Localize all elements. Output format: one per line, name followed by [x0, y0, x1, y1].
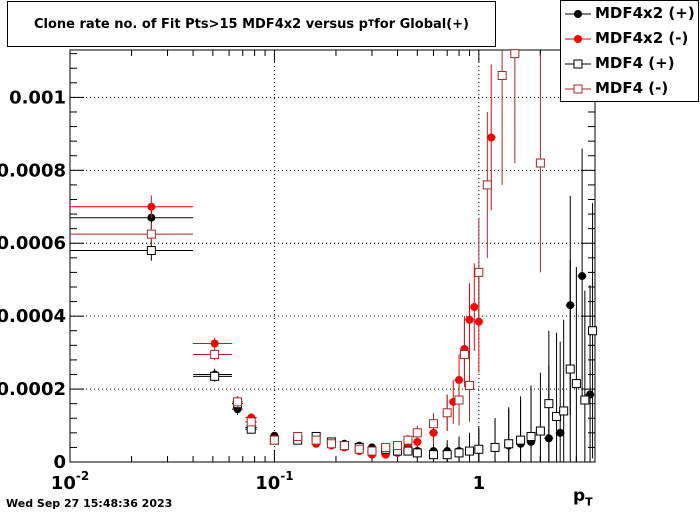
legend-marker-open-square-black [565, 59, 591, 69]
data-point [464, 446, 474, 456]
data-point [147, 202, 156, 211]
legend-label: MDF4x2 (-) [595, 29, 689, 47]
data-point [487, 133, 496, 142]
y-tick-label: 0.0002 [0, 379, 66, 400]
data-point [367, 446, 377, 456]
data-point [442, 408, 452, 418]
data-point [442, 450, 452, 460]
data-point [497, 71, 507, 81]
data-point [504, 439, 514, 449]
x-axis-label: pT [573, 486, 593, 508]
data-point [535, 158, 545, 168]
x-tick-label: 10-2 [51, 469, 89, 494]
data-point [571, 379, 581, 389]
data-series [70, 49, 598, 462]
x-tick-label: 10-1 [255, 469, 293, 494]
data-point [454, 448, 464, 458]
data-point [392, 441, 402, 451]
data-point [465, 315, 474, 324]
data-point [556, 428, 565, 437]
y-tick-label: 0.0006 [0, 233, 66, 254]
chart-title-subscript: T [367, 19, 375, 29]
legend-item: MDF4 (+) [561, 52, 700, 76]
data-point [413, 437, 422, 446]
timestamp: Wed Sep 27 15:48:36 2023 [6, 497, 173, 510]
series-group [70, 64, 496, 459]
data-point [311, 435, 321, 445]
data-point [552, 411, 562, 421]
y-tick-label: 0 [53, 452, 66, 473]
chart-title-suffix: for Global(+) [374, 16, 470, 32]
data-point [146, 246, 156, 256]
data-point [293, 431, 303, 441]
data-point [459, 349, 469, 359]
axes [69, 49, 596, 463]
data-point [516, 435, 526, 445]
data-point [588, 326, 598, 336]
legend-marker-filled-circle-red [565, 35, 591, 43]
data-point [354, 444, 364, 454]
data-point [412, 448, 422, 458]
legend-item: MDF4 (-) [561, 77, 700, 101]
data-point [510, 49, 520, 59]
data-point [326, 439, 336, 449]
legend-marker-open-square-brown [565, 84, 591, 94]
data-point [474, 444, 484, 454]
data-point [381, 442, 391, 452]
data-point [470, 303, 479, 312]
data-point [233, 397, 243, 407]
data-point [246, 417, 256, 427]
y-tick-label: 0.001 [9, 87, 66, 108]
data-point [559, 406, 569, 416]
x-axis-label-subscript: T [585, 495, 593, 509]
data-point [339, 441, 349, 451]
series-group [70, 148, 595, 462]
data-point [526, 431, 536, 441]
legend-item: MDF4x2 (-) [561, 27, 700, 51]
legend-label: MDF4 (-) [595, 79, 669, 97]
series-group [70, 49, 545, 456]
series-group [70, 203, 598, 462]
data-point [412, 428, 422, 438]
data-point [544, 399, 554, 409]
data-point [210, 349, 220, 359]
data-point [474, 267, 484, 277]
data-point [403, 435, 413, 445]
legend-item: MDF4x2 (+) [561, 2, 700, 26]
data-point [580, 395, 590, 405]
plot-frame [69, 49, 596, 463]
data-point [565, 364, 575, 374]
data-point [454, 395, 464, 405]
data-point [210, 339, 219, 348]
data-point [428, 450, 438, 460]
data-point [428, 419, 438, 429]
legend-marker-filled-circle-black [565, 10, 591, 18]
chart-title-text: Clone rate no. of Fit Pts>15 MDF4x2 vers… [33, 16, 368, 32]
data-point [464, 380, 474, 390]
x-axis-label-text: p [573, 486, 586, 506]
data-point [403, 446, 413, 456]
legend: MDF4x2 (+) MDF4x2 (-) MDF4 (+) MDF4 (-) [560, 0, 699, 102]
data-point [578, 272, 587, 281]
data-point [146, 229, 156, 239]
y-tick-label: 0.0008 [0, 160, 66, 181]
y-tick-label: 0.0004 [0, 306, 66, 327]
data-point [535, 426, 545, 436]
data-point [490, 442, 500, 452]
data-point [269, 435, 279, 445]
legend-label: MDF4x2 (+) [595, 4, 695, 22]
chart-title: Clone rate no. of Fit Pts>15 MDF4x2 vers… [7, 1, 496, 47]
data-point [210, 371, 220, 381]
data-point [482, 180, 492, 190]
legend-label: MDF4 (+) [595, 54, 675, 72]
tick-labels: 10-2 10-1 1 0 0.0002 0.0004 0.0006 0.0008 0.001 [0, 87, 485, 494]
grid-lines [69, 50, 595, 462]
x-tick-label: 1 [473, 473, 486, 494]
